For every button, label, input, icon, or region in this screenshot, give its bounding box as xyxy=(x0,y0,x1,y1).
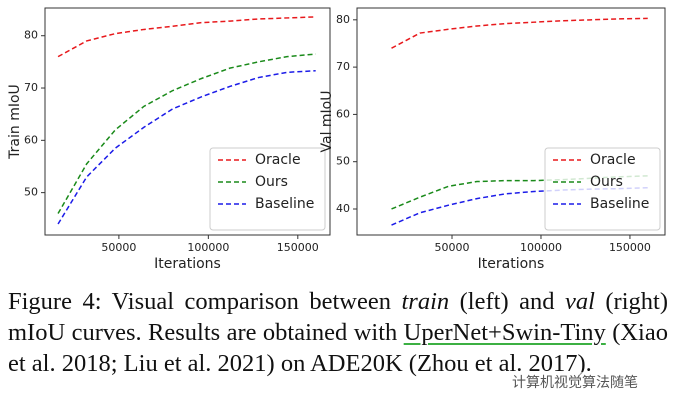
x-tick-label: 50000 xyxy=(435,241,470,254)
caption-text: Figure 4: Visual comparison between xyxy=(8,288,402,315)
x-tick-label: 100000 xyxy=(520,241,562,254)
line-series xyxy=(57,70,316,225)
chart: 50000 100000 150000 40 50 60 70 80 Iterations Val… xyxy=(319,7,666,272)
y-axis-label: Val mIoU xyxy=(319,91,335,153)
y-tick-label: 70 xyxy=(24,81,38,94)
y-axis-label: Train mIoU xyxy=(7,84,23,160)
caption-link[interactable]: UperNet+Swin-Tiny xyxy=(403,319,606,346)
x-axis-label: Iterations xyxy=(478,256,545,272)
chart: 50000 100000 150000 50 60 70 80 Iterations Train… xyxy=(7,7,331,272)
x-tick-label: 150000 xyxy=(277,241,319,254)
legend-label: Ours xyxy=(255,174,288,190)
legend-box xyxy=(544,147,661,231)
caption-text: (right) mIoU curves. Results are obtaine… xyxy=(8,288,668,346)
plot-area xyxy=(356,7,666,236)
y-tick-label: 50 xyxy=(24,186,38,199)
y-tick-label: 70 xyxy=(336,60,350,73)
x-tick-label: 100000 xyxy=(187,241,229,254)
caption-italic: val xyxy=(564,288,595,315)
legend-label: Baseline xyxy=(255,196,314,212)
x-axis-label: Iterations xyxy=(154,256,221,272)
legend-label: Oracle xyxy=(255,152,301,168)
legend-label: Baseline xyxy=(590,196,649,212)
y-tick-label: 80 xyxy=(24,29,38,42)
line-series xyxy=(57,53,316,214)
caption-text: (left) and xyxy=(449,288,565,315)
caption-text: (Xiao et al. 2018; Liu et al. 2021) on A… xyxy=(8,319,668,377)
watermark: 计算机视觉算法随笔 xyxy=(512,372,638,392)
line-series xyxy=(57,16,316,58)
legend-label: Ours xyxy=(590,174,623,190)
plot-area xyxy=(44,7,331,236)
figure: 50000 100000 150000 50 60 70 80 Iterations Train… xyxy=(7,7,666,272)
y-tick-label: 40 xyxy=(336,202,350,215)
y-tick-label: 50 xyxy=(336,155,350,168)
x-tick-label: 50000 xyxy=(101,241,136,254)
y-tick-label: 60 xyxy=(336,107,350,120)
x-tick-label: 150000 xyxy=(609,241,651,254)
caption: Figure 4: Visual comparison between trai… xyxy=(8,286,668,379)
caption-italic: train xyxy=(401,288,450,315)
y-tick-label: 60 xyxy=(24,133,38,146)
legend-label: Oracle xyxy=(590,152,636,168)
y-tick-label: 80 xyxy=(336,13,350,26)
legend-box xyxy=(209,147,326,231)
line-series xyxy=(391,17,648,49)
